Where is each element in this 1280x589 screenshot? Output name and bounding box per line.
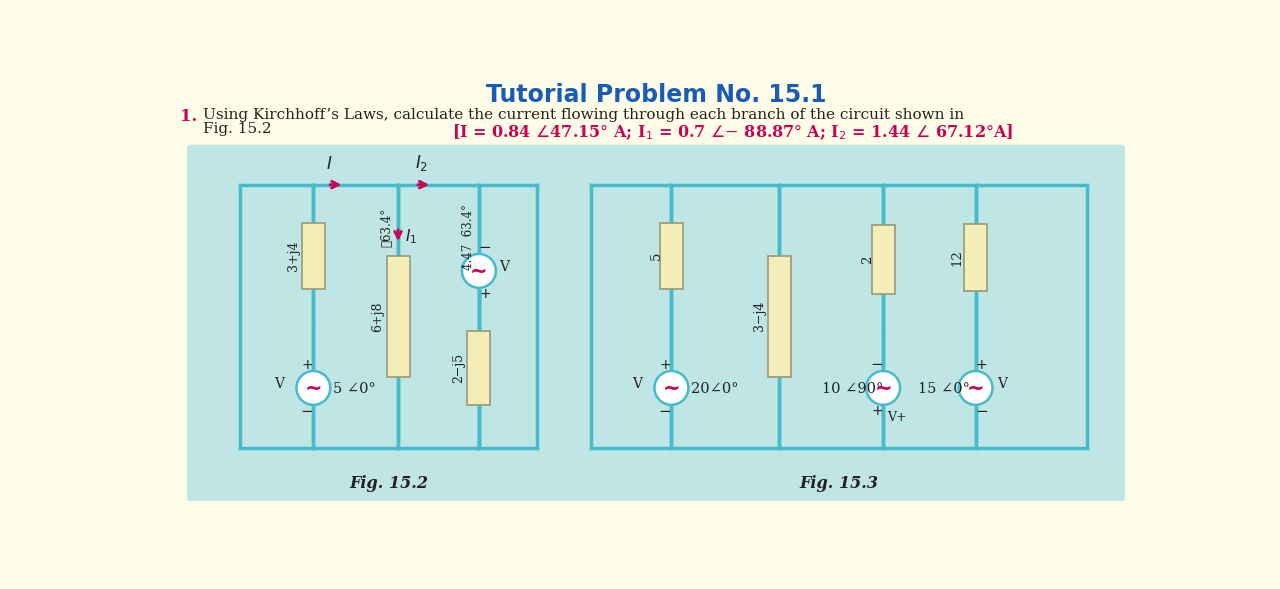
Bar (872, 225, 895, 294)
Text: ≣63.4°: ≣63.4° (380, 207, 394, 247)
Text: [I = 0.84 $\angle$47.15$\degree$ A; I$_1$ = 0.7 $\angle$$-$ 88.87$\degree$ A; I$: [I = 0.84 $\angle$47.15$\degree$ A; I$_1… (452, 123, 1012, 142)
Text: ~: ~ (470, 262, 488, 282)
Text: +: + (872, 404, 883, 418)
Text: 20∠0°: 20∠0° (691, 382, 739, 396)
Text: 10 ∠90°: 10 ∠90° (822, 382, 883, 396)
Text: ~: ~ (663, 379, 680, 399)
Text: V: V (997, 377, 1007, 391)
Text: −: − (870, 358, 883, 372)
Text: $I_2$: $I_2$ (415, 153, 428, 173)
Text: 2−j5: 2−j5 (452, 353, 466, 383)
Text: −: − (301, 403, 314, 419)
Text: 2: 2 (861, 256, 874, 264)
Circle shape (462, 254, 495, 288)
Text: $I$: $I$ (325, 156, 332, 173)
Text: ~: ~ (966, 379, 984, 399)
Text: 12: 12 (951, 249, 964, 266)
Text: V+: V+ (887, 411, 906, 423)
Text: +: + (659, 358, 671, 372)
Text: 6+j8: 6+j8 (371, 301, 384, 332)
Text: Tutorial Problem No. 15.1: Tutorial Problem No. 15.1 (485, 83, 827, 107)
Text: ~: ~ (874, 379, 892, 399)
Text: +: + (479, 287, 490, 301)
FancyBboxPatch shape (187, 145, 1125, 501)
Text: V: V (274, 377, 284, 391)
Text: 3+j4: 3+j4 (287, 241, 300, 271)
Text: 4.47  63.4°: 4.47 63.4° (462, 204, 475, 270)
Text: V: V (499, 260, 509, 274)
Text: −: − (479, 240, 492, 255)
Bar (768, 256, 791, 377)
Bar (302, 223, 325, 289)
Text: −: − (975, 403, 988, 419)
Text: V: V (632, 377, 643, 391)
Text: −: − (659, 403, 672, 419)
Circle shape (654, 371, 689, 405)
Text: +: + (301, 358, 314, 372)
Text: $I_1$: $I_1$ (404, 227, 417, 246)
Bar (387, 256, 410, 377)
Text: Fig. 15.2: Fig. 15.2 (204, 123, 271, 136)
Circle shape (959, 371, 992, 405)
Bar (660, 223, 684, 289)
Bar (467, 331, 490, 405)
Text: 3−j4: 3−j4 (753, 301, 765, 332)
Text: 1.: 1. (180, 108, 197, 125)
Text: 15 ∠0°: 15 ∠0° (918, 382, 970, 396)
Text: 5: 5 (649, 252, 663, 260)
Circle shape (297, 371, 330, 405)
Text: Using Kirchhoff’s Laws, calculate the current flowing through each branch of the: Using Kirchhoff’s Laws, calculate the cu… (204, 108, 964, 122)
Text: ~: ~ (305, 379, 323, 399)
Text: Fig. 15.2: Fig. 15.2 (349, 475, 428, 492)
Circle shape (867, 371, 900, 405)
Text: Fig. 15.3: Fig. 15.3 (800, 475, 878, 492)
Text: +: + (975, 358, 988, 372)
Text: 5 ∠0°: 5 ∠0° (333, 382, 376, 396)
Bar (964, 224, 987, 292)
